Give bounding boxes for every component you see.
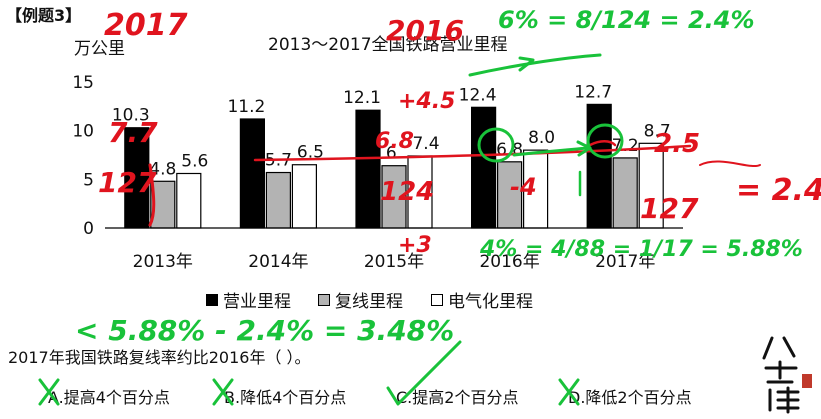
bar-operating [124, 127, 150, 229]
y-tick-label: 15 [72, 73, 94, 93]
legend-swatch-electrified [431, 293, 443, 306]
question-text: 2017年我国铁路复线率约比2016年（ ）。 [8, 348, 311, 367]
option-d[interactable]: D.降低2个百分点 [568, 388, 692, 407]
legend-label-electrified: 电气化里程 [448, 292, 533, 312]
legend-item-electrified: 电气化里程 [431, 287, 533, 312]
option-c[interactable]: C.提高2个百分点 [396, 388, 519, 407]
bar-data-label: 10.3 [112, 106, 150, 126]
bar-double-track [150, 180, 176, 229]
bar-data-label: 6.8 [496, 140, 523, 160]
bar-data-label: 6. [386, 144, 402, 164]
bar-data-label: 6.5 [297, 143, 324, 163]
bar-data-label: 12.4 [459, 85, 497, 105]
y-tick-label: 5 [83, 170, 94, 190]
bar-electrified [176, 172, 202, 229]
bar-data-label: 7.4 [412, 134, 439, 154]
bar-electrified [638, 142, 664, 229]
option-a[interactable]: A.提高4个百分点 [48, 388, 170, 407]
bar-operating [586, 103, 612, 229]
x-tick-label: 2013年 [133, 252, 193, 272]
bar-electrified [291, 164, 317, 229]
legend-swatch-double-track [318, 293, 330, 306]
bar-operating [355, 109, 381, 229]
bar-data-label: 11.2 [227, 97, 265, 117]
legend-item-double-track: 复线里程 [318, 287, 403, 312]
bar-data-label: 12.1 [343, 88, 381, 108]
chart-title: 2013～2017全国铁路营业里程 [268, 35, 508, 55]
x-tick-label: 2017年 [595, 252, 655, 272]
bar-electrified [407, 155, 433, 229]
y-axis-unit-label: 万公里 [74, 39, 125, 59]
bar-double-track [612, 157, 638, 229]
brand-calligraphy-logo [762, 336, 812, 414]
legend-item-operating: 营业里程 [206, 287, 291, 312]
y-tick-label: 0 [83, 219, 94, 239]
bar-data-label: 5.7 [265, 151, 292, 171]
bar-data-label: 12.7 [574, 82, 612, 102]
x-tick-label: 2015年 [364, 252, 424, 272]
x-tick-label: 2014年 [248, 252, 308, 272]
legend-label-double-track: 复线里程 [335, 292, 403, 312]
option-b[interactable]: B.降低4个百分点 [224, 388, 347, 407]
bar-operating [239, 118, 265, 229]
bar-operating [471, 106, 497, 229]
bar-data-label: 8.7 [644, 121, 671, 141]
x-tick-label: 2016年 [479, 252, 539, 272]
legend-label-operating: 营业里程 [223, 292, 291, 312]
y-tick-label: 10 [72, 122, 94, 142]
bar-double-track [381, 165, 407, 229]
example-tag: 【例题3】 [6, 6, 82, 25]
bar-data-label: 4.8 [149, 159, 176, 179]
bar-data-label: 5.6 [181, 151, 208, 171]
legend-swatch-operating [206, 293, 218, 306]
bar-data-label: 7.2 [612, 136, 639, 156]
bar-double-track [265, 171, 291, 229]
bar-electrified [522, 149, 549, 229]
bar-data-label: 8.0 [528, 128, 555, 148]
bar-double-track [497, 161, 523, 229]
